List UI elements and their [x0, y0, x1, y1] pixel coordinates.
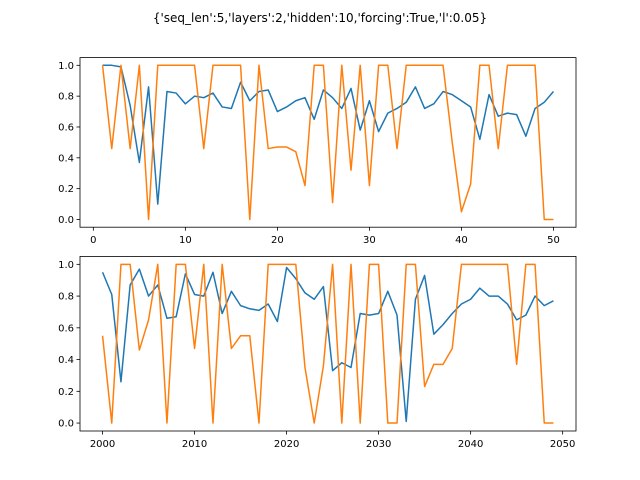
y-tick-label: 0.4	[58, 355, 74, 366]
y-tick-label: 0.6	[58, 323, 74, 334]
y-tick-label: 1.0	[58, 61, 74, 72]
x-tick-label: 30	[363, 235, 376, 246]
y-tick-label: 0.8	[58, 292, 74, 303]
y-tick-label: 0.0	[58, 419, 74, 430]
y-tick-label: 0.2	[58, 184, 74, 195]
y-tick-label: 0.6	[58, 122, 74, 133]
x-tick-label: 10	[179, 235, 192, 246]
x-tick-label: 2030	[366, 439, 391, 450]
x-tick-label: 2010	[182, 439, 207, 450]
x-tick-label: 20	[271, 235, 284, 246]
x-tick-label: 2050	[550, 439, 575, 450]
y-tick-label: 0.0	[58, 215, 74, 226]
x-tick-label: 2020	[274, 439, 299, 450]
y-tick-label: 0.4	[58, 153, 74, 164]
x-tick-label: 40	[455, 235, 468, 246]
y-tick-label: 0.2	[58, 387, 74, 398]
y-tick-label: 0.8	[58, 92, 74, 103]
x-tick-label: 2000	[90, 439, 115, 450]
x-tick-label: 50	[547, 235, 560, 246]
top-subplot: 0 10 20 30 40 50 0.0 0.2 0.4 0.6 0.8 1.0	[58, 57, 577, 246]
series-line-2	[101, 64, 554, 221]
series-line-2	[101, 263, 554, 424]
series-line-1	[101, 266, 554, 423]
figure-suptitle: {'seq_len':5,'layers':2,'hidden':10,'for…	[153, 11, 487, 25]
axes-frame	[79, 255, 577, 432]
x-tick-label: 0	[90, 235, 96, 246]
y-tick-label: 1.0	[58, 260, 74, 271]
series-line-1	[102, 64, 555, 205]
axes-frame	[79, 57, 577, 228]
bottom-subplot: 2000 2010 2020 2030 2040 2050 0.0 0.2 0.4 0.6 0.8 1…	[58, 255, 577, 450]
x-tick-label: 2040	[458, 439, 483, 450]
